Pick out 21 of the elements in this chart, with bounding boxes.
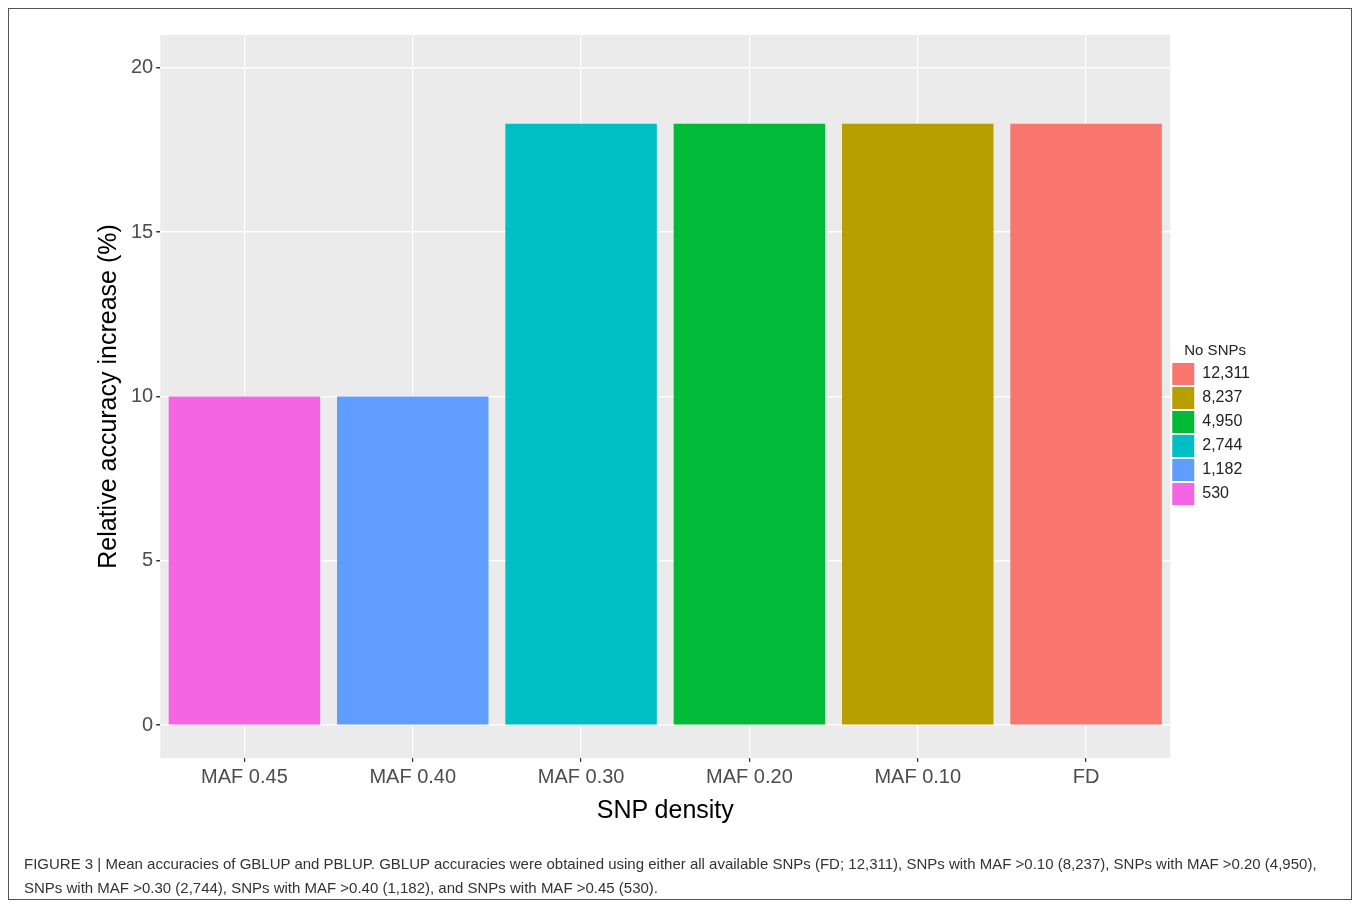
caption: FIGURE 3 | Mean accuracies of GBLUP and PBLUP. GBLUP accuracies were obtained using either all available SNPs (FD; 12,311), SNPs with MAF >0.10 (8,237), SNPs with MAF >0.20 (4,950), SNPs with MAF >0.30 (2,744), SNPs with MAF >0.40 (1,182), and SNPs with MAF >0.45 (530).	[24, 854, 1318, 898]
legend-label: 530	[1202, 484, 1230, 502]
y-tick-label: 20	[131, 55, 154, 78]
x-axis-title: SNP density	[596, 794, 735, 823]
legend-label: 12,311	[1202, 364, 1251, 382]
x-tick-label: FD	[1072, 764, 1100, 787]
legend-label: 4,950	[1202, 412, 1243, 430]
legend-label: 8,237	[1202, 388, 1243, 406]
legend-label: 1,182	[1202, 460, 1243, 478]
x-tick-label: MAF 0.10	[874, 764, 962, 787]
y-tick-label: 5	[142, 548, 154, 571]
y-tick-label: 0	[142, 712, 154, 735]
y-tick-label: 15	[131, 219, 154, 242]
y-tick-label: 10	[131, 384, 154, 407]
legend-title: No SNPs	[1184, 340, 1246, 358]
x-tick-label: MAF 0.20	[706, 764, 793, 787]
x-tick-label: MAF 0.40	[369, 764, 457, 787]
x-tick-label: MAF 0.30	[537, 764, 625, 787]
x-tick-label: MAF 0.45	[201, 764, 288, 787]
legend-label: 2,744	[1202, 436, 1243, 454]
y-axis-title: Relative accuracy increase (%)	[92, 224, 121, 569]
